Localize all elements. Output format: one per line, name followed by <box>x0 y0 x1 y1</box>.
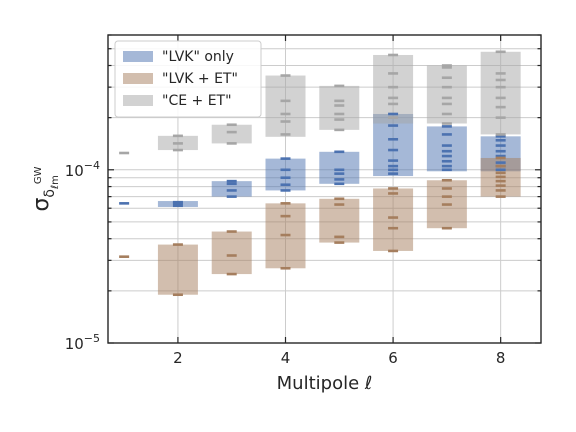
y-axis-title-subsubscript: ℓm <box>50 175 61 189</box>
plot-frame <box>107 34 542 344</box>
box-lvk-et-l5 <box>319 198 360 243</box>
x-tick-label: 8 <box>496 349 506 367</box>
y-tick-label-exponent: −4 <box>84 159 100 172</box>
y-tick-label: 10−4 <box>65 159 100 180</box>
y-tick-label-base: 10 <box>65 162 84 180</box>
box-ce-et-l4 <box>265 75 306 137</box>
y-tick-label: 10−5 <box>65 332 100 353</box>
x-tick-label: 6 <box>388 349 398 367</box>
y-tick-label-exponent: −5 <box>84 332 100 345</box>
legend-label: "CE + ET" <box>162 93 232 109</box>
tick-layer <box>108 34 541 344</box>
point-layer <box>119 50 506 297</box>
x-axis-title: Multipole ℓ <box>277 373 373 394</box>
legend-swatch <box>123 73 153 84</box>
box-lvk-only-l3 <box>211 181 252 197</box>
legend-swatch <box>123 51 153 62</box>
x-tick-label: 2 <box>173 349 183 367</box>
box-ce-et-l6 <box>373 54 414 124</box>
y-axis-title-subscript: δ <box>42 189 58 198</box>
legend-swatch <box>123 95 153 106</box>
y-axis-title-superscript: GW <box>33 166 44 184</box>
box-lvk-et-l6 <box>373 188 414 251</box>
legend-label: "LVK + ET" <box>162 71 238 87</box>
y-tick-label-base: 10 <box>65 335 84 353</box>
label-layer: 2 4 6 810−510−4 <box>65 159 506 367</box>
legend-label: "LVK" only <box>162 49 234 65</box>
box-ce-et-l3 <box>211 124 252 144</box>
legend: "LVK" only "LVK + ET" "CE + ET" <box>114 40 262 118</box>
box-ce-et-l5 <box>319 85 360 130</box>
y-axis-title: σδℓm GW <box>29 166 61 211</box>
x-tick-label: 4 <box>281 349 291 367</box>
box-ce-et-l8 <box>480 51 521 135</box>
box-lvk-et-l2 <box>157 244 198 295</box>
box-lvk-et-l3 <box>211 231 252 275</box>
y-axis-title-main: σ <box>29 198 54 212</box>
